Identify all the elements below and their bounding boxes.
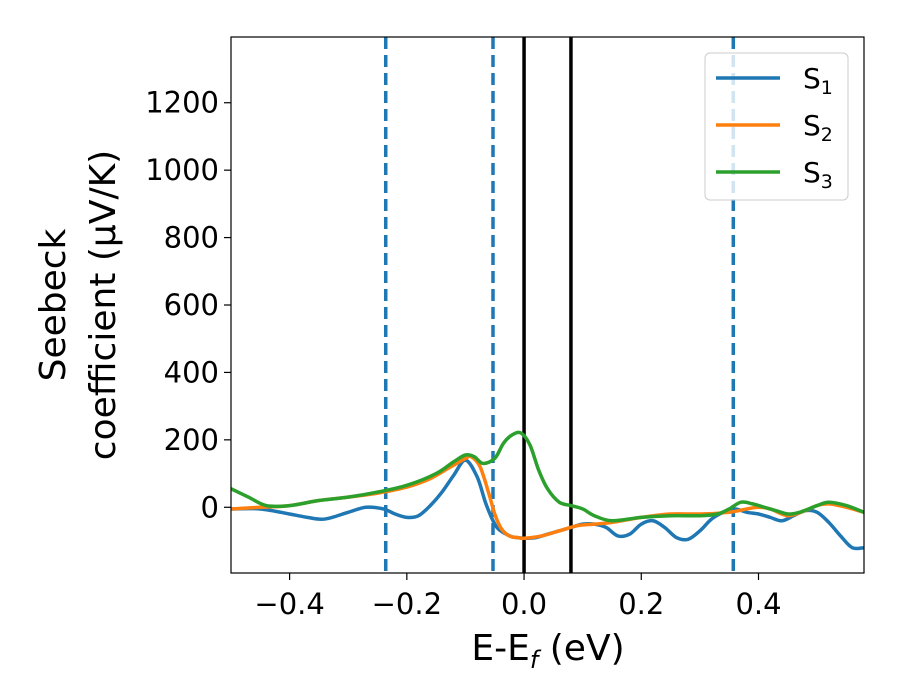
x-axis-ticks: −0.4 −0.2 0.0 0.2 0.4 xyxy=(254,573,782,621)
y-axis-label-line1: Seebeck xyxy=(33,228,74,381)
x-tick-label: 0.0 xyxy=(501,587,547,621)
legend-label-s3: S3 xyxy=(803,156,833,193)
series-line-s3 xyxy=(231,430,864,523)
x-axis-label: E-Ef (eV) xyxy=(471,628,624,674)
x-axis-label-unit: (eV) xyxy=(538,628,624,669)
x-tick-label: 0.4 xyxy=(735,587,781,621)
y-tick-label: 1000 xyxy=(145,153,219,187)
series-lines xyxy=(231,430,864,551)
legend-label-s1: S1 xyxy=(803,62,833,99)
legend: S1 S2 S3 xyxy=(704,52,849,201)
series-line-s2 xyxy=(231,454,864,541)
x-tick-label: −0.2 xyxy=(372,587,442,621)
y-tick-label: 600 xyxy=(164,288,219,322)
y-axis-ticks: 0 200 400 600 800 1000 1200 xyxy=(145,86,231,524)
y-tick-label: 200 xyxy=(164,423,219,457)
y-axis-label: Seebeck coefficient (μV/K) xyxy=(33,150,124,460)
vertical-reference-lines xyxy=(383,37,736,573)
y-axis-label-line2: coefficient (μV/K) xyxy=(83,150,124,460)
x-tick-label: −0.4 xyxy=(254,587,324,621)
y-tick-label: 400 xyxy=(164,355,219,389)
y-tick-label: 800 xyxy=(164,221,219,255)
x-tick-label: 0.2 xyxy=(618,587,664,621)
legend-label-s2: S2 xyxy=(803,109,833,146)
y-tick-label: 0 xyxy=(201,490,219,524)
y-tick-label: 1200 xyxy=(145,86,219,120)
